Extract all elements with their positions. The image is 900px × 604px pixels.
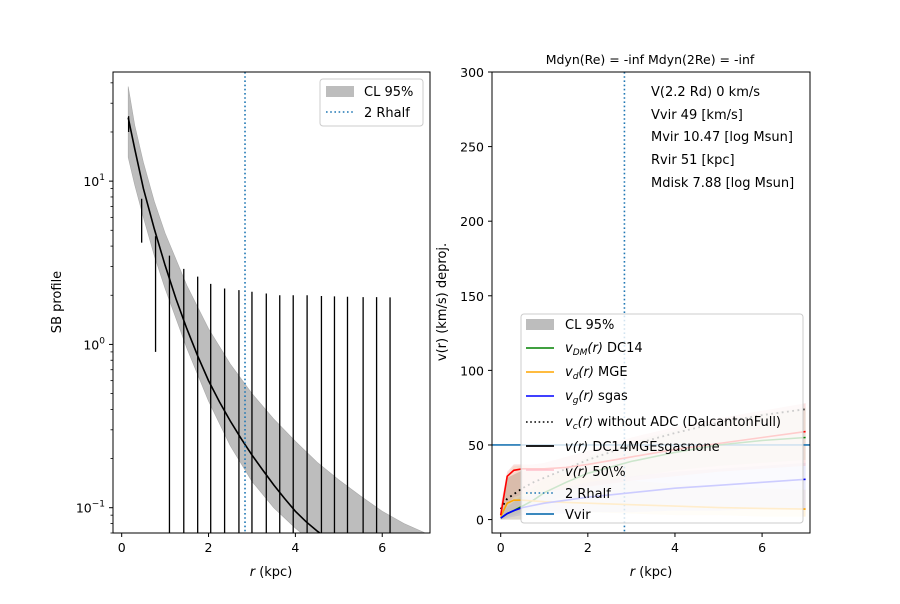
legend-vg-rest: sgas	[594, 389, 628, 404]
legend-label-vvir: Vvir	[565, 508, 591, 523]
annotation-mvir: Mvir 10.47 [log Msun]	[651, 130, 793, 145]
legend-vg-r: (r)	[578, 389, 594, 404]
legend-vc-sub: c	[573, 422, 578, 432]
sb-ytick-base: 10	[83, 337, 99, 352]
sb-cl95-band	[127, 86, 427, 533]
legend-vdm-r: (r)	[587, 341, 603, 356]
velocity-legend: CL 95% vDM(r) DC14 vd(r) MGE vg(r) sgas …	[520, 313, 804, 524]
legend-vg-v: v	[565, 389, 573, 404]
legend-vd-r: (r)	[578, 365, 594, 380]
velocity-ytick-label: 0	[476, 513, 484, 528]
legend-vdm-rest: DC14	[603, 341, 643, 356]
velocity-xtick-label: 2	[584, 540, 592, 555]
legend-vtotal-rest: DC14MGEsgasnone	[588, 440, 719, 455]
sb-ylabel: SB profile	[50, 271, 65, 333]
legend-v50-r: (r)	[573, 465, 589, 480]
legend-label-rhalf: 2 Rhalf	[565, 487, 611, 502]
sb-ytick-exp: 1	[99, 173, 105, 183]
sb-plot-area	[127, 72, 427, 533]
velocity-panel: Mdyn(Re) = -inf Mdyn(2Re) = -inf 0 2 4 6 0 50…	[435, 52, 811, 580]
velocity-legend-box	[520, 313, 804, 524]
legend-label-vdm: vDM(r) DC14	[565, 341, 643, 358]
legend-label-vd: vd(r) MGE	[565, 365, 628, 382]
velocity-ytick-label: 300	[460, 65, 484, 80]
sb-xtick-label: 4	[291, 540, 299, 555]
velocity-ytick-label: 200	[460, 214, 484, 229]
legend-vdm-v: v	[565, 341, 573, 356]
legend-label-vc: vc(r) without ADC (DalcantonFull)	[565, 415, 781, 432]
velocity-xtick-label: 4	[671, 540, 679, 555]
velocity-xlabel-var: r	[630, 565, 637, 580]
legend-vd-v: v	[565, 365, 573, 380]
legend-vc-rest: without ADC (DalcantonFull)	[593, 415, 781, 430]
sb-xlabel-var: r	[250, 565, 257, 580]
velocity-xtick-label: 6	[758, 540, 766, 555]
legend-label-vtotal: v(r) DC14MGEsgasnone	[565, 440, 720, 455]
velocity-xlabel: r (kpc)	[630, 565, 673, 580]
velocity-xlabel-unit: (kpc)	[635, 565, 672, 580]
sb-axes-frame	[112, 71, 431, 534]
sb-ytick-label: 100	[83, 336, 105, 352]
legend-vdm-sub: DM	[573, 348, 588, 358]
velocity-title: Mdyn(Re) = -inf Mdyn(2Re) = -inf	[546, 52, 755, 67]
sb-legend-label-cl95: CL 95%	[364, 85, 413, 100]
annotation-v22rd: V(2.2 Rd) 0 km/s	[651, 85, 760, 100]
velocity-axes-frame	[491, 71, 811, 534]
sb-xtick-label: 0	[118, 540, 126, 555]
legend-v50-v: v	[565, 465, 573, 480]
velocity-cl95-band	[500, 470, 523, 520]
legend-label-vg: vg(r) sgas	[565, 389, 628, 406]
sb-xtick-label: 6	[378, 540, 386, 555]
sb-xlabel-unit: (kpc)	[255, 565, 292, 580]
sb-ytick-base: 10	[83, 174, 99, 189]
sb-ytick-base: 10	[76, 501, 92, 516]
legend-label-cl95: CL 95%	[565, 318, 614, 333]
sb-legend: CL 95% 2 Rhalf	[319, 78, 424, 127]
sb-xlabel: r (kpc)	[250, 565, 293, 580]
sb-ytick-exp: 0	[99, 336, 105, 346]
sb-model-line	[127, 117, 322, 533]
sb-legend-label-rhalf: 2 Rhalf	[364, 106, 410, 121]
legend-vtotal-r: (r)	[573, 440, 589, 455]
velocity-ytick-label: 50	[468, 438, 484, 453]
velocity-axis-ticks: 0 2 4 6 0 50 100 150 200 250 300	[460, 65, 766, 555]
sb-legend-patch-cl95	[326, 86, 354, 97]
legend-vd-rest: MGE	[594, 365, 628, 380]
legend-vg-sub: g	[573, 396, 579, 406]
legend-vd-sub: d	[573, 372, 579, 382]
annotation-rvir: Rvir 51 [kpc]	[651, 153, 735, 168]
legend-vtotal-v: v	[565, 440, 573, 455]
sb-ytick-exp: −1	[92, 500, 105, 510]
velocity-annotations: V(2.2 Rd) 0 km/s Vvir 49 [km/s] Mvir 10.…	[651, 85, 794, 191]
annotation-vvir: Vvir 49 [km/s]	[651, 108, 743, 123]
annotation-mdisk: Mdisk 7.88 [log Msun]	[651, 176, 794, 191]
velocity-ylabel: v(r) (km/s) deproj.	[435, 243, 450, 361]
sb-xtick-label: 2	[205, 540, 213, 555]
legend-vc-v: v	[565, 415, 573, 430]
velocity-ytick-label: 100	[460, 363, 484, 378]
legend-vc-r: (r)	[578, 415, 594, 430]
velocity-xtick-label: 0	[497, 540, 505, 555]
legend-patch-cl95	[526, 319, 554, 330]
sb-ytick-label: 10−1	[76, 500, 105, 516]
velocity-ytick-label: 150	[460, 289, 484, 304]
legend-label-v50: v(r) 50\%	[565, 465, 626, 480]
sb-ytick-label: 101	[83, 173, 105, 189]
velocity-ytick-label: 250	[460, 140, 484, 155]
legend-v50-rest: 50\%	[588, 465, 625, 480]
